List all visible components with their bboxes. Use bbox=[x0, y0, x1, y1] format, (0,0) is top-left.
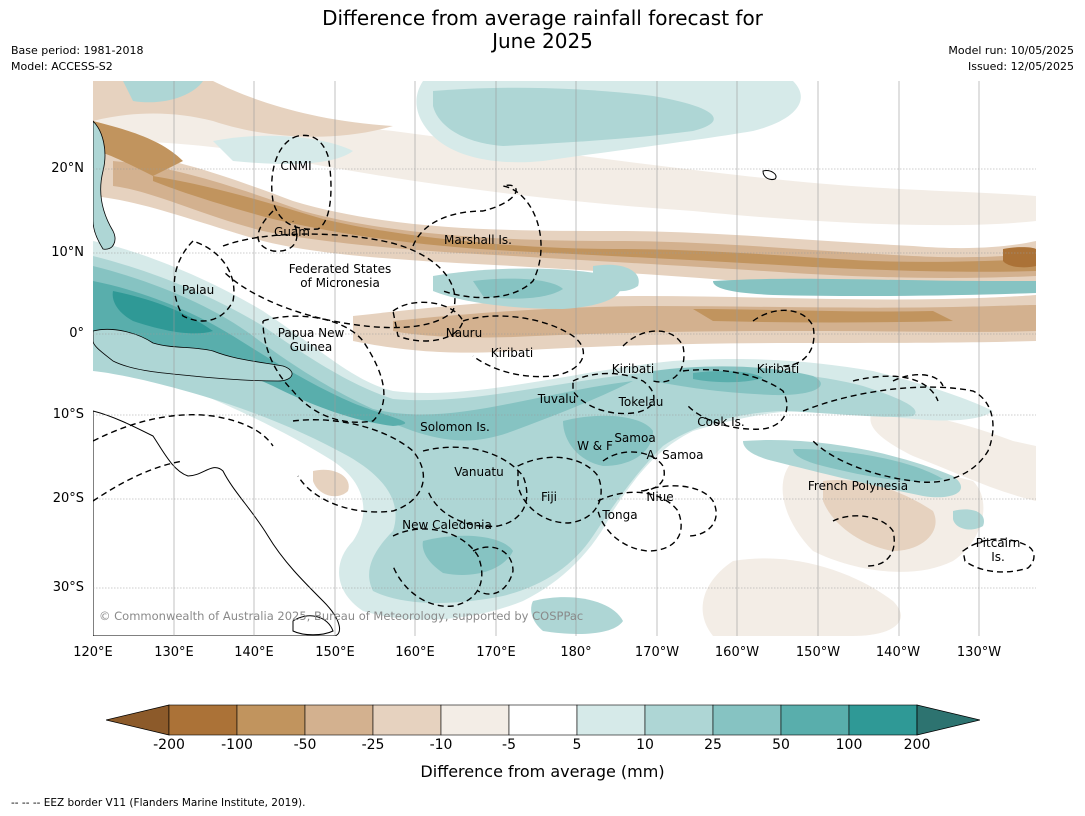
lon-label-140e: 140°E bbox=[234, 645, 274, 660]
colorbar-tick: 10 bbox=[636, 737, 654, 753]
lat-label-30s: 30°S bbox=[52, 580, 84, 595]
colorbar-bin bbox=[304, 704, 374, 736]
label-pitcairn-line2: Is. bbox=[991, 550, 1005, 564]
colorbar bbox=[106, 704, 980, 736]
anomaly-fill bbox=[93, 81, 1036, 636]
colorbar-tick: -10 bbox=[429, 737, 453, 753]
colorbar-tick: 5 bbox=[572, 737, 582, 753]
meta-left: Base period: 1981-2018 Model: ACCESS-S2 bbox=[11, 43, 143, 75]
colorbar-tick: 25 bbox=[704, 737, 722, 753]
colorbar-tick: -5 bbox=[502, 737, 516, 753]
lon-label-170e: 170°E bbox=[476, 645, 516, 660]
colorbar-tick: 200 bbox=[903, 737, 931, 753]
label-kiribati-phoenix: Kiribati bbox=[612, 362, 654, 376]
model-run: Model run: 10/05/2025 bbox=[948, 44, 1074, 57]
colorbar-bin bbox=[848, 704, 918, 736]
label-palau: Palau bbox=[182, 283, 214, 297]
colorbar-bin bbox=[372, 704, 442, 736]
colorbar-bin bbox=[712, 704, 782, 736]
label-png-line2: Guinea bbox=[290, 340, 333, 354]
label-guam: Guam bbox=[274, 225, 310, 239]
colorbar-bin bbox=[644, 704, 714, 736]
label-niue: Niue bbox=[646, 490, 673, 504]
label-wallis-futuna: W & F bbox=[577, 439, 613, 453]
label-kiribati-line: Kiribati bbox=[757, 362, 799, 376]
lat-label-20n: 20°N bbox=[51, 161, 84, 176]
lat-label-10n: 10°N bbox=[51, 245, 84, 260]
label-french-polynesia: French Polynesia bbox=[808, 479, 908, 493]
colorbar-bin bbox=[168, 704, 238, 736]
copyright-notice: © Commonwealth of Australia 2025, Bureau… bbox=[99, 609, 584, 623]
lat-label-0: 0° bbox=[69, 326, 84, 341]
colorbar-tick: 100 bbox=[835, 737, 863, 753]
label-new-caledonia: New Caledonia bbox=[402, 518, 492, 532]
colorbar-title: Difference from average (mm) bbox=[420, 762, 665, 781]
label-fsm-line1: Federated States bbox=[289, 262, 391, 276]
lat-label-10s: 10°S bbox=[52, 407, 84, 422]
title-line-1: Difference from average rainfall forecas… bbox=[322, 6, 763, 30]
lon-label-160e: 160°E bbox=[395, 645, 435, 660]
label-png-line1: Papua New bbox=[278, 326, 345, 340]
meta-right: Model run: 10/05/2025 Issued: 12/05/2025 bbox=[948, 43, 1074, 75]
graticule bbox=[93, 81, 1036, 636]
label-fiji: Fiji bbox=[541, 490, 557, 504]
lon-label-170w: 170°W bbox=[634, 645, 680, 660]
label-tuvalu: Tuvalu bbox=[537, 392, 577, 406]
lon-label-130e: 130°E bbox=[154, 645, 194, 660]
colorbar-tick: -25 bbox=[361, 737, 385, 753]
label-fsm-line2: of Micronesia bbox=[300, 276, 380, 290]
colorbar-under-arrow bbox=[106, 704, 170, 736]
colorbar-tick: -200 bbox=[153, 737, 185, 753]
rainfall-map: CNMI Guam Marshall Is. Federated States … bbox=[93, 81, 1036, 636]
label-solomon: Solomon Is. bbox=[420, 420, 490, 434]
label-kiribati-gilbert: Kiribati bbox=[491, 346, 533, 360]
colorbar-bin bbox=[236, 704, 306, 736]
lon-label-180: 180° bbox=[560, 645, 592, 660]
label-pitcairn-line1: Pitcairn bbox=[976, 536, 1021, 550]
region-labels: CNMI Guam Marshall Is. Federated States … bbox=[182, 159, 1020, 564]
label-cook: Cook Is. bbox=[697, 415, 744, 429]
label-samoa: Samoa bbox=[614, 431, 655, 445]
colorbar-over-arrow bbox=[916, 704, 980, 736]
lon-label-120e: 120°E bbox=[73, 645, 113, 660]
colorbar-bin bbox=[440, 704, 510, 736]
lon-label-150w: 150°W bbox=[795, 645, 841, 660]
label-vanuatu: Vanuatu bbox=[454, 465, 504, 479]
label-marshall: Marshall Is. bbox=[444, 233, 512, 247]
lon-label-160w: 160°W bbox=[714, 645, 760, 660]
eez-footnote: -- -- -- EEZ border V11 (Flanders Marine… bbox=[11, 797, 306, 809]
colorbar-tick: -100 bbox=[221, 737, 253, 753]
colorbar-tick: -50 bbox=[293, 737, 317, 753]
model-name: Model: ACCESS-S2 bbox=[11, 60, 113, 73]
label-tonga: Tonga bbox=[601, 508, 637, 522]
eez-borders bbox=[93, 134, 1035, 607]
colorbar-bin bbox=[576, 704, 646, 736]
coastlines bbox=[93, 120, 777, 636]
lon-label-150e: 150°E bbox=[315, 645, 355, 660]
colorbar-tick: 50 bbox=[772, 737, 790, 753]
lon-label-140w: 140°W bbox=[875, 645, 921, 660]
issued-date: Issued: 12/05/2025 bbox=[967, 60, 1074, 73]
map-canvas: CNMI Guam Marshall Is. Federated States … bbox=[93, 81, 1036, 636]
label-nauru: Nauru bbox=[446, 326, 482, 340]
base-period: Base period: 1981-2018 bbox=[11, 44, 144, 57]
chart-title: Difference from average rainfall forecas… bbox=[0, 7, 1085, 53]
label-cnmi: CNMI bbox=[280, 159, 311, 173]
colorbar-bin bbox=[780, 704, 850, 736]
colorbar-bin bbox=[508, 704, 578, 736]
label-tokelau: Tokelau bbox=[618, 395, 664, 409]
label-american-samoa: A. Samoa bbox=[647, 448, 704, 462]
colorbar-bins bbox=[168, 704, 918, 736]
title-line-2: June 2025 bbox=[492, 29, 593, 53]
lon-label-130w: 130°W bbox=[956, 645, 1002, 660]
lat-label-20s: 20°S bbox=[52, 491, 84, 506]
